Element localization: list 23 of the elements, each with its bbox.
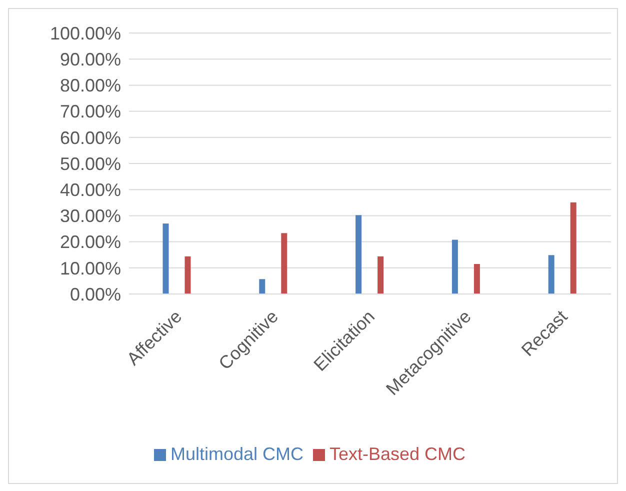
y-tick-label: 10.00% <box>60 258 121 278</box>
bar <box>184 256 191 294</box>
bar <box>162 224 169 294</box>
bar <box>452 240 458 294</box>
y-tick-label: 100.00% <box>50 23 121 44</box>
y-tick-label: 60.00% <box>60 128 121 148</box>
bar <box>474 264 480 294</box>
y-tick-label: 30.00% <box>60 206 121 226</box>
bar <box>570 202 576 294</box>
y-tick-label: 40.00% <box>60 180 121 200</box>
y-tick-label: 20.00% <box>60 232 121 252</box>
bar <box>378 256 384 294</box>
legend-label: Multimodal CMC <box>170 444 304 464</box>
y-tick-label: 0.00% <box>70 284 121 304</box>
y-tick-label: 90.00% <box>60 49 121 70</box>
bar <box>548 255 554 294</box>
y-tick-label: 50.00% <box>60 154 121 174</box>
bar <box>356 215 362 294</box>
bar <box>259 279 266 294</box>
y-tick-label: 70.00% <box>60 102 121 122</box>
y-tick-label: 80.00% <box>60 76 121 96</box>
bar <box>281 233 288 294</box>
legend-label: Text-Based CMC <box>329 444 466 464</box>
